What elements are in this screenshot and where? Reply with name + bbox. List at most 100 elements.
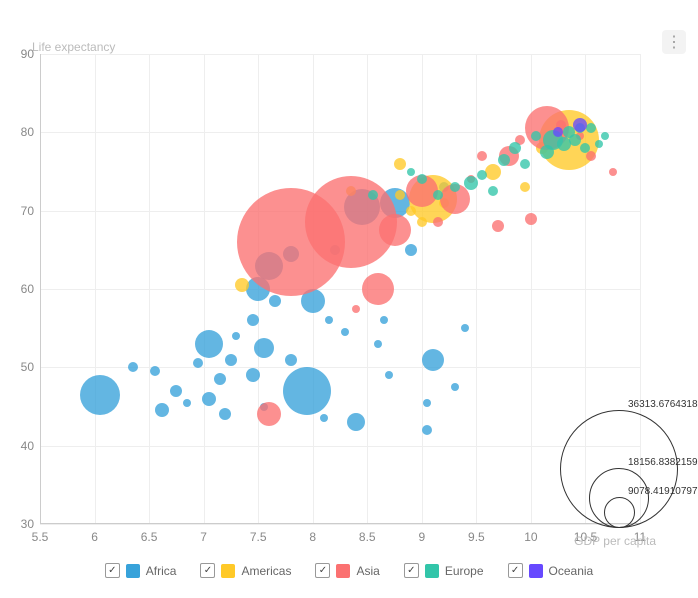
bubble[interactable] xyxy=(595,140,603,148)
bubble[interactable] xyxy=(195,330,223,358)
legend-item-africa[interactable]: ✓Africa xyxy=(105,563,177,578)
bubble[interactable] xyxy=(235,278,249,292)
bubble[interactable] xyxy=(368,190,378,200)
size-legend-label: 9078.41910797 xyxy=(628,486,698,497)
bubble[interactable] xyxy=(580,143,590,153)
bubble[interactable] xyxy=(477,151,487,161)
bubble[interactable] xyxy=(498,154,510,166)
bubble[interactable] xyxy=(257,402,281,426)
bubble[interactable] xyxy=(183,399,191,407)
legend-label: Asia xyxy=(356,564,379,578)
bubble[interactable] xyxy=(488,186,498,196)
legend-item-americas[interactable]: ✓Americas xyxy=(200,563,291,578)
bubble[interactable] xyxy=(609,168,617,176)
bubble[interactable] xyxy=(395,190,405,200)
bubble[interactable] xyxy=(405,244,417,256)
x-tick-label: 6 xyxy=(91,530,98,544)
bubble[interactable] xyxy=(422,425,432,435)
bubble[interactable] xyxy=(433,217,443,227)
legend-label: Oceania xyxy=(549,564,594,578)
bubble[interactable] xyxy=(407,168,415,176)
legend-swatch xyxy=(126,564,140,578)
legend-swatch xyxy=(425,564,439,578)
bubble[interactable] xyxy=(423,399,431,407)
y-tick-label: 60 xyxy=(4,282,34,296)
size-legend-label: 18156.83821595 xyxy=(628,457,698,468)
bubble[interactable] xyxy=(170,385,182,397)
bubble[interactable] xyxy=(520,182,530,192)
y-tick-label: 30 xyxy=(4,517,34,531)
bubble[interactable] xyxy=(477,170,487,180)
bubble[interactable] xyxy=(417,174,427,184)
bubble[interactable] xyxy=(601,132,609,140)
bubble[interactable] xyxy=(573,118,587,132)
bubble[interactable] xyxy=(246,368,260,382)
x-axis-line xyxy=(40,523,640,524)
bubble[interactable] xyxy=(380,316,388,324)
bubble[interactable] xyxy=(247,314,259,326)
bubble[interactable] xyxy=(214,373,226,385)
legend-checkbox[interactable]: ✓ xyxy=(200,563,215,578)
x-tick-label: 10 xyxy=(524,530,537,544)
y-tick-label: 80 xyxy=(4,125,34,139)
legend-item-oceania[interactable]: ✓ Oceania xyxy=(508,563,594,578)
legend-item-asia[interactable]: ✓ Asia xyxy=(315,563,379,578)
bubble[interactable] xyxy=(283,367,331,415)
legend-checkbox[interactable]: ✓ xyxy=(105,563,120,578)
size-legend-circle xyxy=(604,497,635,528)
bubble[interactable] xyxy=(155,403,169,417)
bubble[interactable] xyxy=(451,383,459,391)
y-axis-line xyxy=(40,54,41,524)
bubble[interactable] xyxy=(433,190,443,200)
bubble[interactable] xyxy=(150,366,160,376)
bubble[interactable] xyxy=(347,413,365,431)
bubble-layer xyxy=(40,54,640,524)
legend-label: Europe xyxy=(445,564,484,578)
bubble[interactable] xyxy=(225,354,237,366)
bubble[interactable] xyxy=(509,142,521,154)
chart-menu-button[interactable]: ⋮ xyxy=(662,30,686,54)
legend-checkbox[interactable]: ✓ xyxy=(508,563,523,578)
bubble[interactable] xyxy=(219,408,231,420)
legend-swatch xyxy=(336,564,350,578)
bubble[interactable] xyxy=(341,328,349,336)
legend-checkbox[interactable]: ✓ xyxy=(404,563,419,578)
bubble[interactable] xyxy=(586,123,596,133)
bubble[interactable] xyxy=(569,134,581,146)
bubble[interactable] xyxy=(485,164,501,180)
size-legend-label: 36313.67643189 xyxy=(628,399,698,410)
bubble[interactable] xyxy=(379,214,411,246)
bubble[interactable] xyxy=(269,295,281,307)
bubble[interactable] xyxy=(80,375,120,415)
bubble[interactable] xyxy=(362,273,394,305)
bubble[interactable] xyxy=(553,127,563,137)
bubble[interactable] xyxy=(450,182,460,192)
y-axis-title: Life expectancy xyxy=(32,40,115,54)
legend-item-europe[interactable]: ✓ Europe xyxy=(404,563,484,578)
bubble[interactable] xyxy=(520,159,530,169)
bubble[interactable] xyxy=(325,316,333,324)
series-legend: ✓Africa✓Americas✓Asia✓Europe✓Oceania xyxy=(0,560,698,578)
bubble[interactable] xyxy=(128,362,138,372)
y-tick-label: 90 xyxy=(4,47,34,61)
bubble[interactable] xyxy=(394,158,406,170)
legend-swatch xyxy=(221,564,235,578)
bubble[interactable] xyxy=(320,414,328,422)
bubble[interactable] xyxy=(254,338,274,358)
bubble[interactable] xyxy=(193,358,203,368)
bubble[interactable] xyxy=(385,371,393,379)
bubble[interactable] xyxy=(422,349,444,371)
bubble[interactable] xyxy=(492,220,504,232)
bubble[interactable] xyxy=(464,176,478,190)
vertical-dots-icon: ⋮ xyxy=(666,32,682,52)
bubble[interactable] xyxy=(374,340,382,348)
x-tick-label: 9 xyxy=(418,530,425,544)
bubble[interactable] xyxy=(525,213,537,225)
legend-checkbox[interactable]: ✓ xyxy=(315,563,330,578)
bubble[interactable] xyxy=(202,392,216,406)
bubble[interactable] xyxy=(285,354,297,366)
bubble[interactable] xyxy=(232,332,240,340)
bubble[interactable] xyxy=(531,131,541,141)
bubble[interactable] xyxy=(461,324,469,332)
bubble[interactable] xyxy=(352,305,360,313)
